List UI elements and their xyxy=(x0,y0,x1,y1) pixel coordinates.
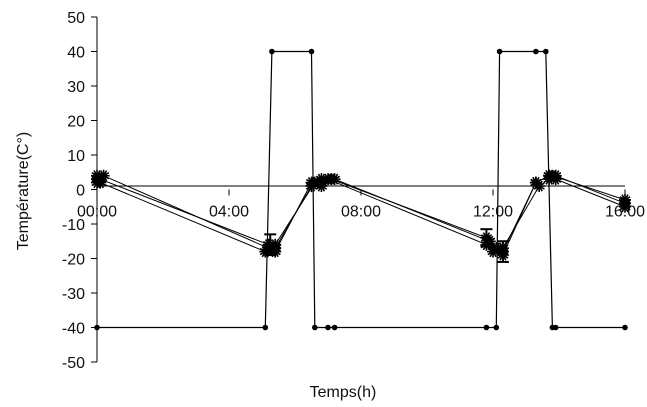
data-point-dot xyxy=(493,324,500,331)
error-bar xyxy=(264,233,277,257)
data-point-dot xyxy=(552,324,559,331)
y-tick-label: -30 xyxy=(62,286,85,303)
data-point-star xyxy=(546,169,559,182)
data-point-star xyxy=(94,176,107,189)
data-point-dot xyxy=(325,324,331,331)
data-point-dot xyxy=(262,324,269,331)
data-point-star xyxy=(328,173,341,186)
error-bar xyxy=(480,228,493,248)
data-point-dot xyxy=(533,48,539,55)
data-point-star xyxy=(315,180,328,193)
y-tick-label: 50 xyxy=(67,10,85,27)
y-tick-label: -40 xyxy=(62,321,85,338)
data-point-dot xyxy=(94,324,100,331)
y-tick-label: -10 xyxy=(62,217,85,234)
data-point-star xyxy=(619,193,631,206)
y-tick-label: 20 xyxy=(67,114,85,131)
error-bar xyxy=(496,240,509,263)
y-axis-title: Température(C°) xyxy=(15,132,32,250)
y-tick-label: 30 xyxy=(67,79,85,96)
y-tick-label: -50 xyxy=(62,355,85,372)
data-point-dot xyxy=(543,48,549,55)
data-point-dot xyxy=(312,324,318,331)
data-point-dot xyxy=(483,324,490,331)
data-point-star xyxy=(529,176,542,189)
data-point-dot xyxy=(308,48,315,55)
y-tick-label: 0 xyxy=(76,183,85,200)
errorbar-layer xyxy=(264,228,509,263)
x-tick-label: 04:00 xyxy=(209,204,249,221)
y-tick-label: 40 xyxy=(67,45,85,62)
y-tick-label: -20 xyxy=(62,252,85,269)
data-point-dot xyxy=(496,48,503,55)
x-ticks: 00:00 04:00 08:00 12:00 16:00 xyxy=(77,189,645,221)
x-tick-label: 00:00 xyxy=(77,204,117,221)
data-point-star xyxy=(269,238,282,251)
y-ticks: 50 40 30 20 10 0 -10 -20 -30 -40 -50 xyxy=(62,10,97,372)
x-tick-label: 08:00 xyxy=(341,204,381,221)
data-point-dot xyxy=(622,324,628,331)
series-layer xyxy=(96,50,626,329)
data-point-dot xyxy=(331,324,338,331)
x-axis-title: Temps(h) xyxy=(310,384,377,401)
x-tick-label: 12:00 xyxy=(473,204,513,221)
y-tick-label: 10 xyxy=(67,148,85,165)
data-point-dot xyxy=(269,48,275,55)
